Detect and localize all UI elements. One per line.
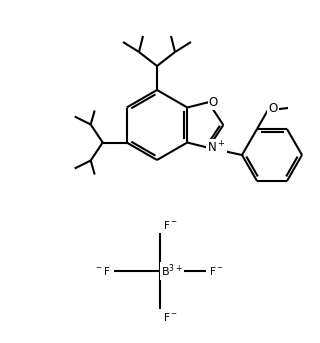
Text: B$^{3+}$: B$^{3+}$ bbox=[161, 263, 183, 279]
Text: O: O bbox=[268, 103, 278, 116]
Text: F$^-$: F$^-$ bbox=[163, 219, 178, 231]
Text: F$^-$: F$^-$ bbox=[163, 311, 178, 323]
Text: O: O bbox=[209, 96, 218, 109]
Text: N$^+$: N$^+$ bbox=[207, 140, 226, 155]
Text: F$^-$: F$^-$ bbox=[209, 265, 224, 277]
Text: $^-$F: $^-$F bbox=[94, 265, 111, 277]
